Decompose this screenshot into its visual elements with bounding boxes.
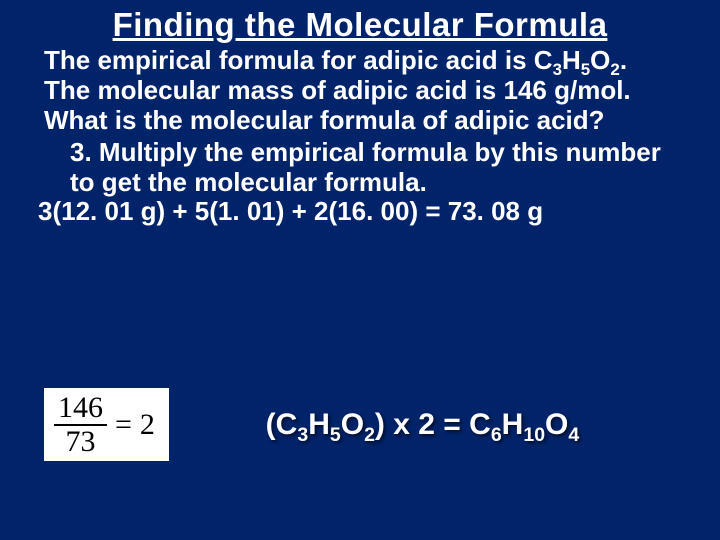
calc-line: 3(12. 01 g) + 5(1. 01) + 2(16. 00) = 73.…	[0, 197, 720, 227]
fraction: 146 73	[54, 392, 107, 457]
r-s6: 4	[568, 424, 579, 446]
r-t2: H	[308, 408, 330, 441]
fraction-block: 146 73 = 2	[44, 388, 169, 461]
r-t3: O	[341, 408, 364, 441]
r-s3: 2	[364, 424, 375, 446]
r-t1: (C	[266, 408, 298, 441]
problem-statement: The empirical formula for adipic acid is…	[0, 44, 720, 136]
bottom-row: 146 73 = 2 (C3H5O2) x 2 = C6H10O4	[44, 388, 676, 461]
fraction-result: 2	[140, 410, 155, 440]
fraction-denominator: 73	[62, 426, 100, 458]
problem-t2: H	[562, 45, 581, 75]
fraction-eq: =	[115, 410, 132, 440]
result-formula: (C3H5O2) x 2 = C6H10O4	[169, 408, 676, 442]
slide-title: Finding the Molecular Formula	[0, 0, 720, 44]
r-t6: O	[545, 408, 568, 441]
r-s2: 5	[330, 424, 341, 446]
step-text: 3. Multiply the empirical formula by thi…	[0, 136, 720, 198]
problem-t3: O	[590, 45, 610, 75]
r-s5: 10	[523, 424, 545, 446]
fraction-numerator: 146	[54, 392, 107, 426]
problem-t1: The empirical formula for adipic acid is…	[44, 45, 553, 75]
r-s1: 3	[297, 424, 308, 446]
r-t4: ) x 2 = C	[375, 408, 491, 441]
r-t5: H	[502, 408, 524, 441]
r-s4: 6	[491, 424, 502, 446]
